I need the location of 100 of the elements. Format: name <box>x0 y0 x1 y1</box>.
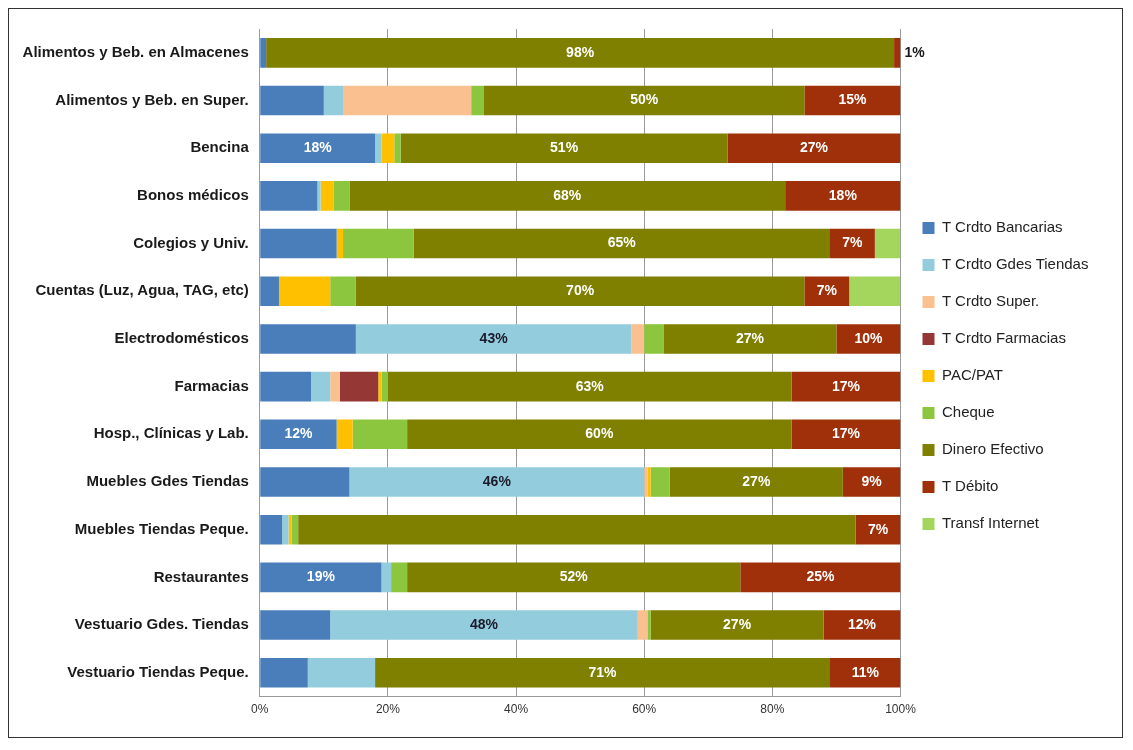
y-tick-label: Bencina <box>190 138 250 156</box>
bar <box>260 181 318 211</box>
data-label: 70% <box>566 282 595 299</box>
data-label: 71% <box>588 663 618 680</box>
legend-label: PAC/PAT <box>942 366 1003 384</box>
data-label: 48% <box>469 615 499 632</box>
data-label: 1% <box>904 43 926 60</box>
bar <box>375 657 831 688</box>
bar <box>330 610 638 640</box>
bar <box>378 371 382 402</box>
bar <box>349 181 786 211</box>
data-label: 7% <box>816 282 838 299</box>
bar <box>647 610 651 640</box>
legend-label: T Crdto Farmacias <box>942 329 1066 347</box>
bar <box>785 181 901 211</box>
data-label: 18% <box>303 139 333 156</box>
bar <box>381 371 388 402</box>
bar <box>650 610 824 640</box>
bar <box>343 85 472 116</box>
data-label: 27% <box>742 472 771 489</box>
data-label: 27% <box>799 139 829 156</box>
data-label: 18% <box>828 186 858 203</box>
y-tick-label: Muebles Tiendas Peque. <box>74 519 249 537</box>
data-label: 15% <box>838 91 867 108</box>
bar <box>330 371 340 402</box>
bar <box>644 324 664 354</box>
bar <box>727 133 901 163</box>
data-label: 98% <box>566 43 595 60</box>
bar <box>260 562 382 593</box>
bar <box>333 181 350 211</box>
bar <box>669 467 843 497</box>
y-tick-label: Muebles Gdes Tiendas <box>86 472 249 490</box>
y-tick-label: Electrodomésticos <box>114 329 249 347</box>
bar <box>355 276 805 307</box>
data-label: 27% <box>735 329 765 346</box>
bar <box>391 562 408 593</box>
bar <box>330 276 356 307</box>
bar <box>842 467 901 497</box>
bar <box>266 38 895 68</box>
data-label: 60% <box>585 425 614 442</box>
bar <box>343 228 414 259</box>
data-label: 46% <box>482 472 512 489</box>
bar <box>740 562 901 593</box>
y-tick-label: Farmacias <box>174 376 249 394</box>
data-label: 50% <box>630 91 659 108</box>
bar <box>311 371 331 402</box>
legend-label: T Crdto Bancarias <box>942 218 1063 236</box>
bar <box>260 324 356 354</box>
data-label: 63% <box>575 377 605 394</box>
bar <box>471 85 485 116</box>
bar <box>407 419 792 450</box>
data-label: 52% <box>559 568 589 585</box>
bar <box>260 228 337 259</box>
bar <box>336 419 353 450</box>
bar <box>637 610 648 640</box>
bar <box>260 38 267 68</box>
data-label: 19% <box>306 568 336 585</box>
bar <box>260 610 331 640</box>
y-tick-label: Cuentas (Luz, Agua, TAG, etc) <box>35 281 249 299</box>
x-tick-label: 60% <box>632 702 657 717</box>
bar <box>288 514 292 545</box>
legend-label: T Crdto Gdes Tiendas <box>942 255 1089 273</box>
data-label: 9% <box>861 472 883 489</box>
data-label: 11% <box>851 663 880 680</box>
bar <box>823 610 901 640</box>
y-tick-label: Alimentos y Beb. en Almacenes <box>22 42 249 60</box>
x-tick-label: 80% <box>760 702 785 717</box>
data-label: 43% <box>479 329 509 346</box>
data-label: 51% <box>550 139 579 156</box>
data-label: 68% <box>553 186 582 203</box>
x-tick-label: 0% <box>251 702 269 717</box>
bar <box>278 276 331 307</box>
data-label: 7% <box>867 520 889 537</box>
bar <box>791 371 901 402</box>
bar <box>407 562 741 593</box>
y-tick-label: Restaurantes <box>153 567 249 585</box>
x-tick-label: 20% <box>375 702 401 717</box>
bar <box>320 181 334 211</box>
bar <box>260 419 337 450</box>
bar <box>260 371 311 402</box>
bar <box>282 514 289 545</box>
bar <box>260 514 283 545</box>
bar <box>336 228 344 259</box>
bar <box>836 324 901 354</box>
x-tick-label: 40% <box>504 702 529 717</box>
bar <box>291 514 299 545</box>
x-tick-label: 100% <box>885 702 917 717</box>
data-label: 7% <box>842 234 864 251</box>
bar <box>355 324 632 354</box>
data-label: 27% <box>723 615 752 632</box>
bar <box>317 181 321 211</box>
y-tick-label: Vestuario Tiendas Peque. <box>67 662 249 680</box>
bar <box>349 467 645 497</box>
bar <box>413 228 831 259</box>
bar <box>260 85 324 116</box>
bar <box>381 133 395 163</box>
data-label: 17% <box>832 377 861 394</box>
legend-label: Transf Internet <box>942 514 1040 532</box>
bar <box>387 371 792 402</box>
data-label: 10% <box>854 329 884 346</box>
